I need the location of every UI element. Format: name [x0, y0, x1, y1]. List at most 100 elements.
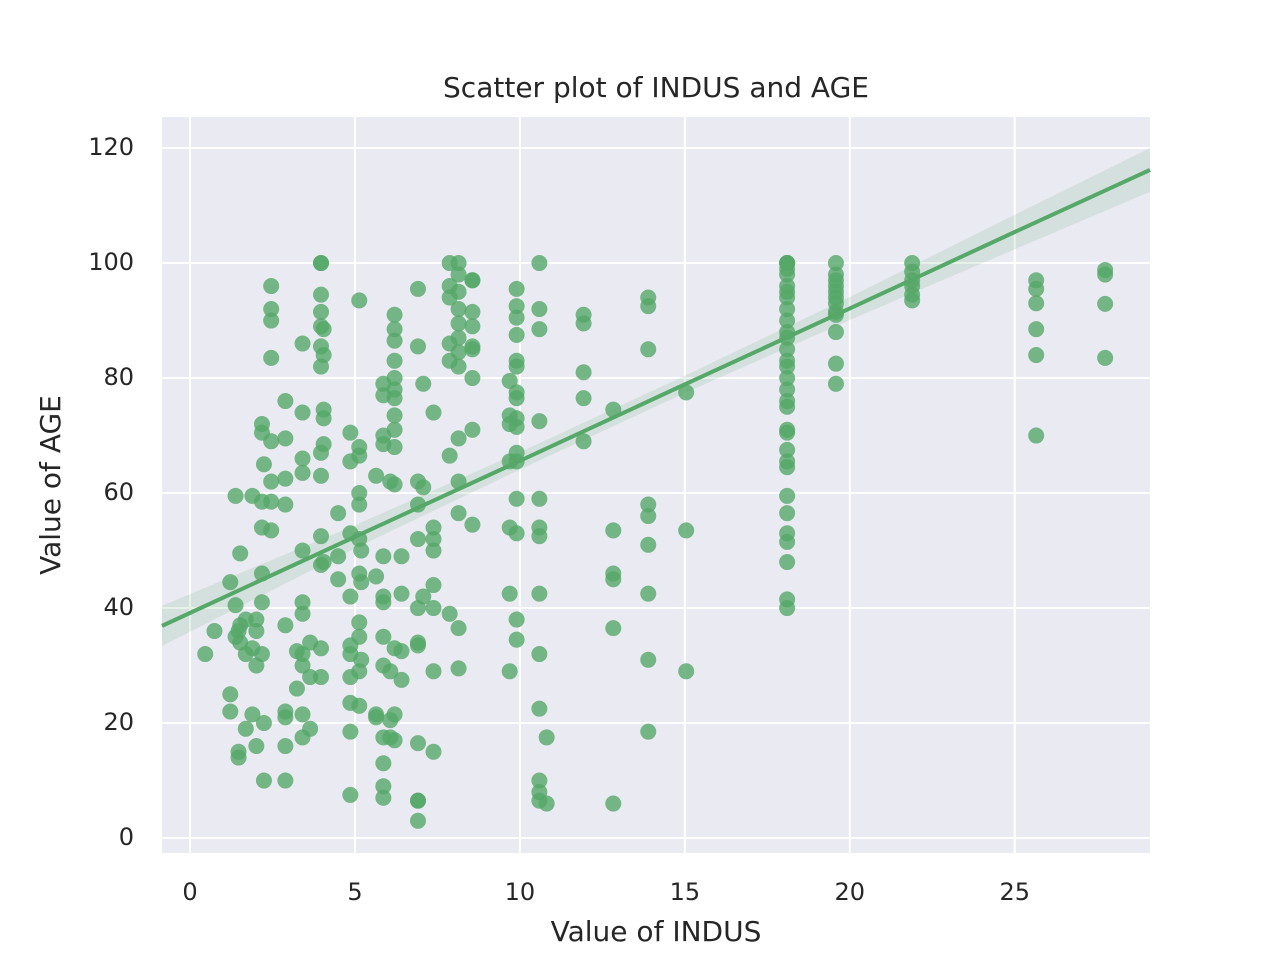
- point: [508, 326, 525, 343]
- point: [302, 720, 319, 737]
- point: [640, 651, 657, 668]
- y-tick-label: 40: [103, 593, 134, 621]
- point: [425, 531, 442, 548]
- point: [315, 436, 332, 453]
- point: [531, 528, 548, 545]
- point: [779, 398, 796, 415]
- point: [779, 459, 796, 476]
- point: [244, 706, 261, 723]
- point: [351, 628, 368, 645]
- point: [779, 441, 796, 458]
- point: [779, 505, 796, 522]
- point: [1028, 321, 1045, 338]
- point: [827, 355, 844, 372]
- point: [386, 370, 403, 387]
- point: [508, 358, 525, 375]
- point: [415, 375, 432, 392]
- point: [425, 600, 442, 617]
- point: [508, 309, 525, 326]
- point: [227, 487, 244, 504]
- point: [450, 344, 467, 361]
- point: [330, 505, 347, 522]
- point: [531, 490, 548, 507]
- point: [779, 381, 796, 398]
- point: [450, 358, 467, 375]
- point: [640, 496, 657, 513]
- point: [450, 266, 467, 283]
- x-tick-label: 10: [505, 878, 536, 906]
- point: [1028, 280, 1045, 297]
- point: [294, 335, 311, 352]
- point: [294, 450, 311, 467]
- point: [393, 643, 410, 660]
- point: [393, 585, 410, 602]
- point: [425, 577, 442, 594]
- point: [450, 283, 467, 300]
- point: [342, 588, 359, 605]
- point: [575, 390, 592, 407]
- point: [315, 347, 332, 364]
- point: [779, 312, 796, 329]
- point: [450, 255, 467, 272]
- point: [779, 424, 796, 441]
- point: [386, 706, 403, 723]
- point: [255, 456, 272, 473]
- point: [779, 554, 796, 571]
- point: [230, 749, 247, 766]
- point: [351, 485, 368, 502]
- point: [415, 479, 432, 496]
- point: [253, 594, 270, 611]
- point: [415, 588, 432, 605]
- point: [253, 646, 270, 663]
- point: [330, 548, 347, 565]
- point: [386, 352, 403, 369]
- point: [288, 680, 305, 697]
- point: [827, 375, 844, 392]
- point: [393, 671, 410, 688]
- point: [277, 738, 294, 755]
- point: [640, 508, 657, 525]
- point: [904, 292, 921, 309]
- point: [313, 255, 330, 272]
- point: [538, 795, 555, 812]
- point: [501, 372, 518, 389]
- point: [575, 364, 592, 381]
- point: [277, 709, 294, 726]
- point: [255, 715, 272, 732]
- point: [531, 700, 548, 717]
- point: [538, 729, 555, 746]
- point: [227, 597, 244, 614]
- point: [351, 292, 368, 309]
- y-tick-label: 0: [119, 823, 134, 851]
- point: [1097, 349, 1114, 366]
- point: [779, 289, 796, 306]
- point: [232, 545, 249, 562]
- point: [248, 623, 265, 640]
- point: [779, 266, 796, 283]
- x-tick-label: 0: [182, 878, 197, 906]
- point: [409, 280, 426, 297]
- point: [248, 611, 265, 628]
- point: [222, 686, 239, 703]
- point: [386, 407, 403, 424]
- point: [206, 623, 223, 640]
- point: [605, 620, 622, 637]
- point: [263, 522, 280, 539]
- point: [531, 301, 548, 318]
- point: [531, 585, 548, 602]
- point: [248, 738, 265, 755]
- point: [605, 571, 622, 588]
- point: [386, 476, 403, 493]
- point: [393, 548, 410, 565]
- point: [575, 315, 592, 332]
- point: [375, 778, 392, 795]
- point: [640, 585, 657, 602]
- point: [779, 341, 796, 358]
- point: [353, 574, 370, 591]
- point: [375, 628, 392, 645]
- point: [313, 303, 330, 320]
- point: [277, 617, 294, 634]
- point: [277, 496, 294, 513]
